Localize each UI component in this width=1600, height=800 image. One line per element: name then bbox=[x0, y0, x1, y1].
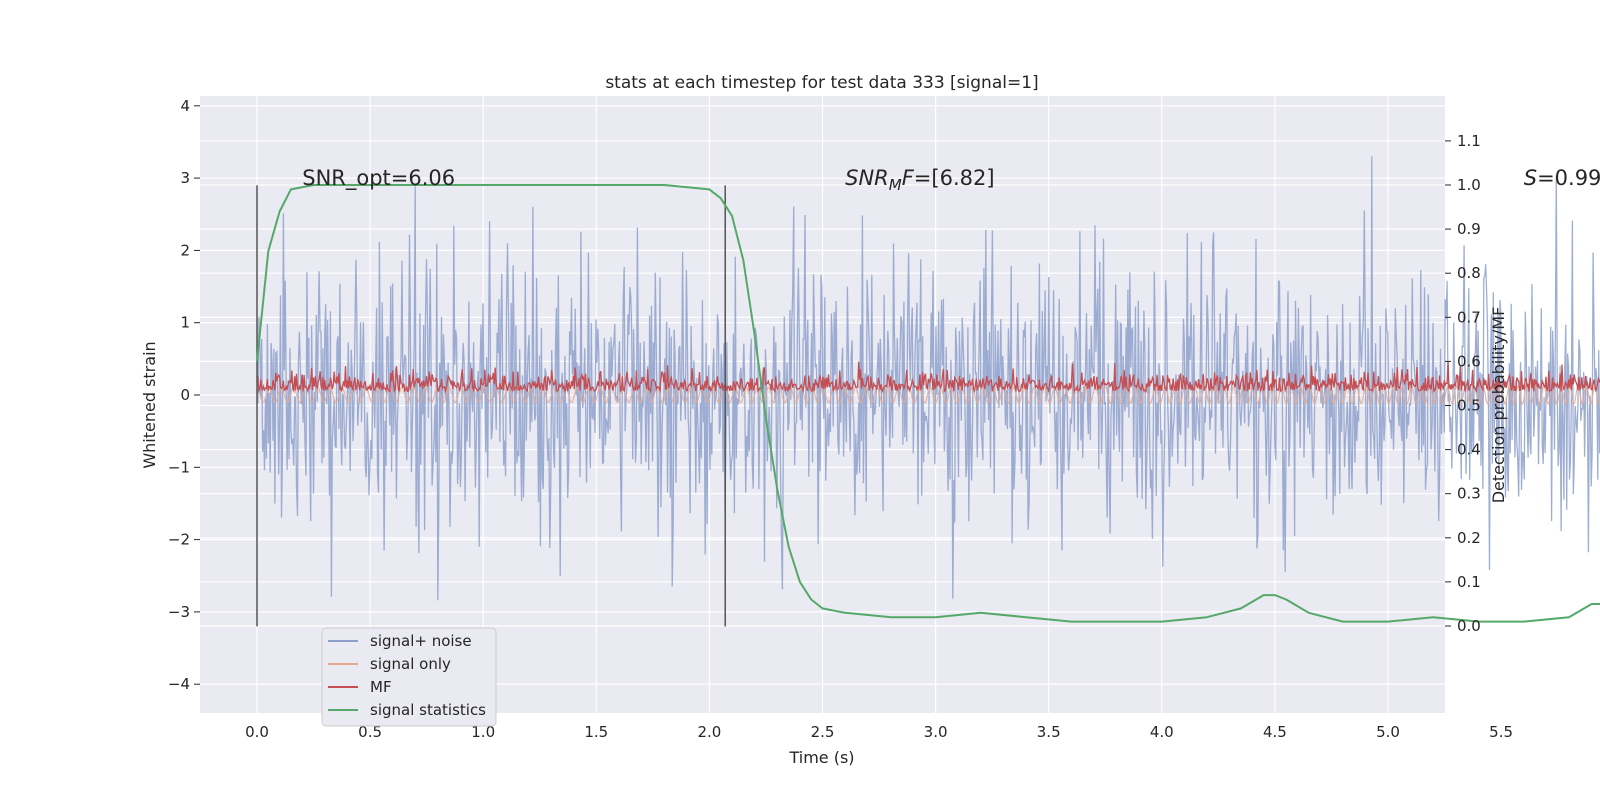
y-right-tick-label: 0.8 bbox=[1457, 264, 1481, 282]
signal-statistics-line bbox=[256, 184, 1600, 623]
series-mf bbox=[256, 361, 1600, 394]
x-tick-label: 1.5 bbox=[584, 723, 608, 741]
x-tick-label: 3.5 bbox=[1037, 723, 1061, 741]
y-tick-label: −3 bbox=[168, 603, 190, 621]
y-tick-label: 0 bbox=[180, 386, 190, 404]
legend-label: signal+ noise bbox=[370, 632, 472, 650]
x-tick-label: 0.5 bbox=[358, 723, 382, 741]
x-tick-label: 3.0 bbox=[924, 723, 948, 741]
signal-noise-line bbox=[256, 156, 1600, 601]
x-tick-label: 5.0 bbox=[1376, 723, 1400, 741]
y-right-tick-label: 1.0 bbox=[1457, 176, 1481, 194]
series-signal-noise bbox=[256, 156, 1600, 601]
vertical-markers bbox=[256, 185, 726, 627]
y-right-tick-label: 0.3 bbox=[1457, 485, 1481, 503]
y-tick-label: 3 bbox=[180, 169, 190, 187]
y-right-tick-label: 0.1 bbox=[1457, 573, 1481, 591]
annotation-snr-mf-f: F bbox=[902, 166, 915, 190]
x-tick-label: 4.0 bbox=[1150, 723, 1174, 741]
y-tick-label: 4 bbox=[180, 97, 190, 115]
legend-box bbox=[321, 627, 497, 727]
legend-label: MF bbox=[370, 678, 392, 696]
y-right-tick-label: 0.5 bbox=[1457, 397, 1481, 415]
x-tick-label: 4.5 bbox=[1263, 723, 1287, 741]
y-right-tick-label: 0.0 bbox=[1457, 617, 1481, 635]
legend-label: signal statistics bbox=[370, 701, 486, 719]
y-axis-right-label: Detection probability/MF bbox=[1489, 307, 1508, 504]
annotation-snr-mf-sub: M bbox=[889, 176, 902, 194]
y-right-tick-label: 0.7 bbox=[1457, 308, 1481, 326]
annotation-s-symbol: S bbox=[1524, 166, 1537, 190]
x-axis-label: Time (s) bbox=[788, 748, 854, 767]
chart-title: stats at each timestep for test data 333… bbox=[605, 73, 1038, 93]
y-axis-label: Whitened strain bbox=[140, 341, 159, 468]
x-tick-label: 2.0 bbox=[697, 723, 721, 741]
legend: signal+ noise signal only MF signal statist… bbox=[321, 627, 497, 727]
y-right-tick-label: 0.9 bbox=[1457, 220, 1481, 238]
x-tick-label: 5.5 bbox=[1489, 723, 1513, 741]
y-right-tick-label: 0.4 bbox=[1457, 441, 1481, 459]
y-axis-ticks: −4 −3 −2 −1 0 1 2 3 4 bbox=[168, 97, 200, 693]
annotation-snr-mf: SNRMF=[6.82] bbox=[845, 166, 994, 194]
annotation-snr-mf-value: =[6.82] bbox=[914, 166, 995, 190]
y-tick-label: −4 bbox=[168, 675, 190, 693]
annotation-s-value: =0.99 bbox=[1537, 166, 1600, 190]
mf-line bbox=[256, 361, 1600, 394]
y-tick-label: 2 bbox=[180, 241, 190, 259]
y-tick-label: −2 bbox=[168, 531, 190, 549]
y-right-tick-label: 0.6 bbox=[1457, 352, 1481, 370]
x-tick-label: 0.0 bbox=[245, 723, 269, 741]
annotation-snr-opt: SNR_opt=6.06 bbox=[302, 166, 455, 191]
x-axis-ticks: 0.00.51.01.52.02.53.03.54.04.55.05.56.06… bbox=[245, 723, 1513, 741]
series-signal-statistics bbox=[256, 184, 1600, 623]
y-right-tick-label: 0.2 bbox=[1457, 529, 1481, 547]
y-tick-label: −1 bbox=[168, 458, 190, 476]
annotation-s: S=0.99 bbox=[1524, 166, 1600, 190]
x-tick-label: 2.5 bbox=[811, 723, 835, 741]
y-right-tick-label: 1.1 bbox=[1457, 132, 1481, 150]
annotation-snr-mf-base: SNR bbox=[845, 166, 889, 190]
legend-label: signal only bbox=[370, 655, 451, 673]
y-tick-label: 1 bbox=[180, 314, 190, 332]
y-axis-right-ticks: 0.0 0.1 0.2 0.3 0.4 0.5 0.6 0.7 0.8 0.9 1.0 1.1 bbox=[1445, 132, 1481, 635]
x-tick-label: 1.0 bbox=[471, 723, 495, 741]
